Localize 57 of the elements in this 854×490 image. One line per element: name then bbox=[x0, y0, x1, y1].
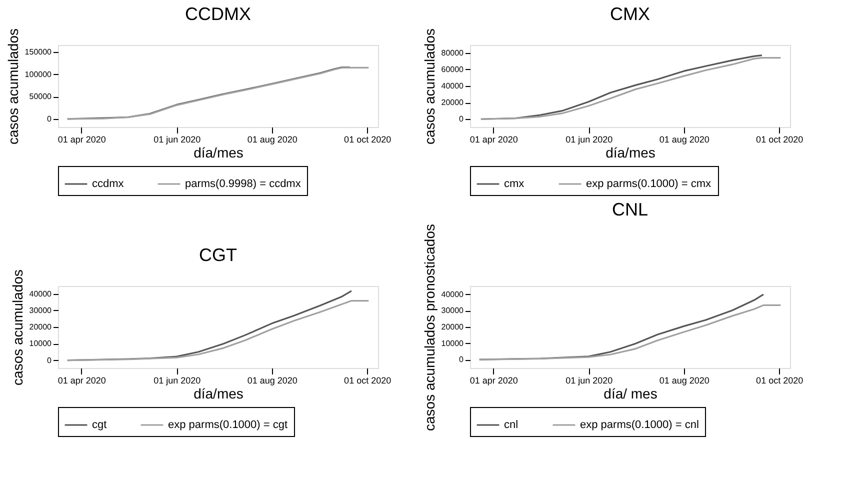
chart-title: CNL bbox=[612, 199, 648, 220]
y-tick-label: 30000 bbox=[29, 306, 52, 315]
x-tick-label: 01 oct 2020 bbox=[344, 376, 392, 386]
x-tick-label: 01 apr 2020 bbox=[58, 134, 106, 144]
y-tick-label: 80000 bbox=[441, 48, 464, 58]
legend-label: cmx bbox=[504, 178, 525, 190]
y-tick-label: 10000 bbox=[29, 339, 52, 348]
x-tick-label: 01 aug 2020 bbox=[247, 376, 298, 386]
y-tick-label: 40000 bbox=[29, 289, 52, 298]
x-tick-label: 01 jun 2020 bbox=[566, 376, 613, 386]
x-tick-label: 01 oct 2020 bbox=[756, 376, 804, 386]
x-axis-title: día/ mes bbox=[604, 386, 658, 402]
y-tick-label: 40000 bbox=[441, 290, 464, 299]
y-tick-label: 0 bbox=[459, 114, 464, 124]
y-tick-label: 40000 bbox=[441, 82, 464, 90]
y-tick-label: 100000 bbox=[24, 70, 52, 79]
y-tick-label: 10000 bbox=[441, 338, 464, 348]
chart-title: CGT bbox=[199, 245, 237, 266]
y-tick-label: 150000 bbox=[24, 48, 52, 57]
y-tick-label: 20000 bbox=[441, 98, 464, 108]
x-tick-label: 01 jun 2020 bbox=[154, 134, 201, 144]
x-axis-title: día/mes bbox=[606, 144, 656, 160]
y-tick-label: 60000 bbox=[441, 64, 464, 74]
legend-label: ccdmx bbox=[92, 178, 124, 190]
legend-label: cnl bbox=[504, 419, 518, 431]
y-axis-title: casos acumulados bbox=[421, 28, 438, 144]
legend-label: parms(0.9998) = ccdmx bbox=[185, 178, 302, 190]
y-tick-label: 20000 bbox=[29, 322, 52, 332]
legend-label: exp parms(0.1000) = cmx bbox=[586, 178, 712, 190]
x-tick-label: 01 aug 2020 bbox=[659, 134, 710, 144]
x-tick-label: 01 oct 2020 bbox=[756, 134, 804, 144]
line-series bbox=[478, 304, 782, 360]
y-axis-title: casos acumulados bbox=[4, 28, 21, 144]
chart-title: CCDMX bbox=[185, 4, 251, 24]
x-tick-label: 01 oct 2020 bbox=[344, 134, 392, 144]
legend-label: cgt bbox=[92, 419, 107, 431]
x-tick-label: 01 apr 2020 bbox=[58, 376, 106, 386]
x-tick-label: 01 jun 2020 bbox=[154, 376, 201, 386]
x-tick-label: 01 apr 2020 bbox=[470, 376, 518, 386]
chart-title: CMX bbox=[610, 4, 650, 24]
legend-label: exp parms(0.1000) = cnl bbox=[580, 419, 699, 431]
x-axis-title: día/mes bbox=[194, 144, 244, 160]
x-tick-label: 01 aug 2020 bbox=[659, 376, 710, 386]
y-tick-label: 50000 bbox=[29, 92, 52, 102]
y-tick-label: 30000 bbox=[441, 306, 464, 316]
x-tick-label: 01 apr 2020 bbox=[470, 134, 518, 144]
line-series bbox=[66, 300, 370, 362]
x-tick-label: 01 jun 2020 bbox=[566, 134, 613, 144]
y-tick-label: 0 bbox=[47, 114, 52, 124]
y-axis-title: casos acumulados bbox=[9, 270, 26, 386]
y-tick-label: 0 bbox=[47, 356, 52, 365]
y-axis-title: casos acumulados pronosticados bbox=[421, 224, 438, 432]
x-axis-title: día/mes bbox=[194, 386, 244, 402]
y-tick-label: 20000 bbox=[441, 322, 464, 332]
y-tick-label: 0 bbox=[459, 355, 464, 364]
legend-label: exp parms(0.1000) = cgt bbox=[168, 419, 288, 431]
x-tick-label: 01 aug 2020 bbox=[247, 134, 298, 144]
